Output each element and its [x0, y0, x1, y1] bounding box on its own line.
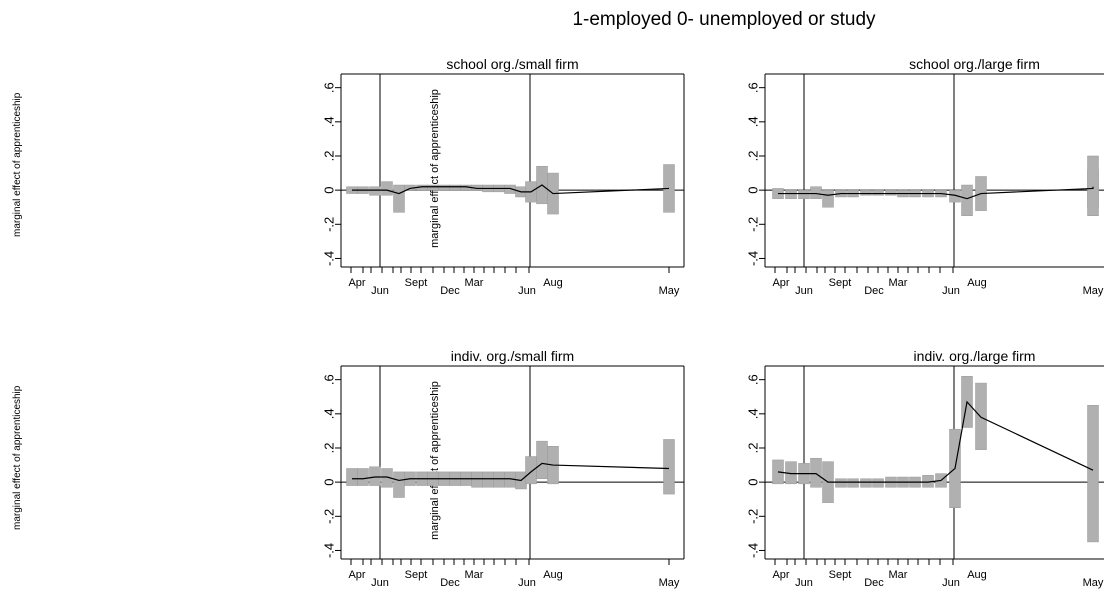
y-tick-label: -.2: [746, 509, 761, 524]
ci-bar: [962, 185, 973, 216]
x-tick-label: Jun: [795, 577, 813, 589]
x-tick-label: May: [1083, 577, 1104, 589]
x-tick-label: May: [659, 285, 680, 297]
y-tick-label: .2: [322, 151, 337, 162]
ci-bar: [494, 472, 505, 487]
x-tick-label: Jun: [795, 285, 813, 297]
panel-title: school org./small firm: [446, 56, 578, 72]
ci-bar: [811, 187, 822, 199]
y-tick-label: 0: [746, 187, 761, 194]
ci-bar: [848, 479, 859, 488]
y-tick-label: .2: [746, 443, 761, 454]
ci-bar: [428, 185, 439, 190]
x-tick-label: May: [1083, 285, 1104, 297]
x-tick-label: Mar: [465, 277, 484, 289]
ci-bar: [811, 458, 822, 487]
ci-bar: [394, 472, 405, 498]
x-tick-label: Apr: [772, 569, 789, 581]
ci-bar: [836, 479, 847, 488]
y-tick-label: .6: [322, 82, 337, 93]
x-tick-label: Sept: [405, 277, 428, 289]
ci-bar: [483, 472, 494, 487]
x-tick-label: Jun: [371, 577, 389, 589]
x-tick-label: Jun: [942, 577, 960, 589]
x-tick-label: Sept: [405, 569, 428, 581]
x-tick-label: Jun: [518, 577, 536, 589]
x-tick-label: May: [659, 577, 680, 589]
ci-bar: [799, 190, 810, 199]
x-tick-label: Dec: [864, 285, 884, 297]
ci-bar: [1088, 405, 1099, 542]
x-tick-label: Sept: [829, 569, 852, 581]
x-tick-label: Apr: [348, 569, 365, 581]
x-tick-label: Jun: [371, 285, 389, 297]
x-tick-label: Aug: [967, 569, 987, 581]
x-tick-label: Dec: [440, 577, 460, 589]
ci-bar: [873, 190, 884, 195]
x-tick-label: Mar: [465, 569, 484, 581]
panel-title: indiv. org./small firm: [451, 348, 574, 364]
ci-bar: [526, 457, 537, 484]
y-tick-label: 0: [746, 479, 761, 486]
y-tick-label: .2: [322, 443, 337, 454]
x-tick-label: Dec: [864, 577, 884, 589]
ci-bar: [472, 472, 483, 487]
y-tick-label: .4: [746, 116, 761, 127]
y-tick-label: -.2: [322, 217, 337, 232]
ci-bar: [382, 182, 393, 196]
y-tick-label: .4: [746, 408, 761, 419]
ci-bar: [873, 479, 884, 488]
y-tick-label: -.4: [322, 543, 337, 558]
x-tick-label: Aug: [543, 569, 563, 581]
x-tick-label: Jun: [942, 285, 960, 297]
ci-bar: [1088, 156, 1099, 216]
x-tick-label: Aug: [543, 277, 563, 289]
x-tick-label: Mar: [889, 277, 908, 289]
ci-bar: [370, 467, 381, 486]
ci-bar: [861, 479, 872, 488]
y-tick-label: .6: [746, 82, 761, 93]
y-axis-label: marginal effect of apprenticeship: [429, 381, 441, 540]
panel-title: indiv. org./large firm: [914, 348, 1036, 364]
ci-bar: [394, 185, 405, 212]
ci-bar: [370, 187, 381, 196]
ci-bar: [861, 190, 872, 195]
ci-bar: [886, 190, 897, 195]
y-tick-label: 0: [322, 479, 337, 486]
x-tick-label: Jun: [518, 285, 536, 297]
ci-bar: [439, 185, 450, 190]
y-tick-label: -.2: [322, 509, 337, 524]
x-tick-label: Apr: [348, 277, 365, 289]
ci-bar: [347, 468, 358, 485]
y-axis-label: marginal effect of apprenticeship: [429, 89, 441, 248]
y-tick-label: .6: [322, 374, 337, 385]
y-tick-label: -.4: [746, 251, 761, 266]
ci-bar: [786, 190, 797, 199]
x-tick-label: Dec: [440, 285, 460, 297]
y-tick-label: .4: [322, 116, 337, 127]
y-tick-label: .4: [322, 408, 337, 419]
y-tick-label: -.2: [746, 217, 761, 232]
panel-title: school org./large firm: [909, 56, 1040, 72]
ci-bar: [450, 185, 461, 190]
y-tick-label: 0: [322, 187, 337, 194]
y-tick-label: .6: [746, 374, 761, 385]
y-tick-label: .2: [746, 151, 761, 162]
x-tick-label: Aug: [967, 277, 987, 289]
ci-bar: [358, 468, 369, 485]
ci-bar: [537, 441, 548, 479]
y-tick-label: -.4: [746, 543, 761, 558]
ci-bar: [823, 190, 834, 207]
ci-bar: [664, 439, 675, 494]
y-tick-label: -.4: [322, 251, 337, 266]
x-tick-label: Sept: [829, 277, 852, 289]
x-tick-label: Apr: [772, 277, 789, 289]
x-tick-label: Mar: [889, 569, 908, 581]
